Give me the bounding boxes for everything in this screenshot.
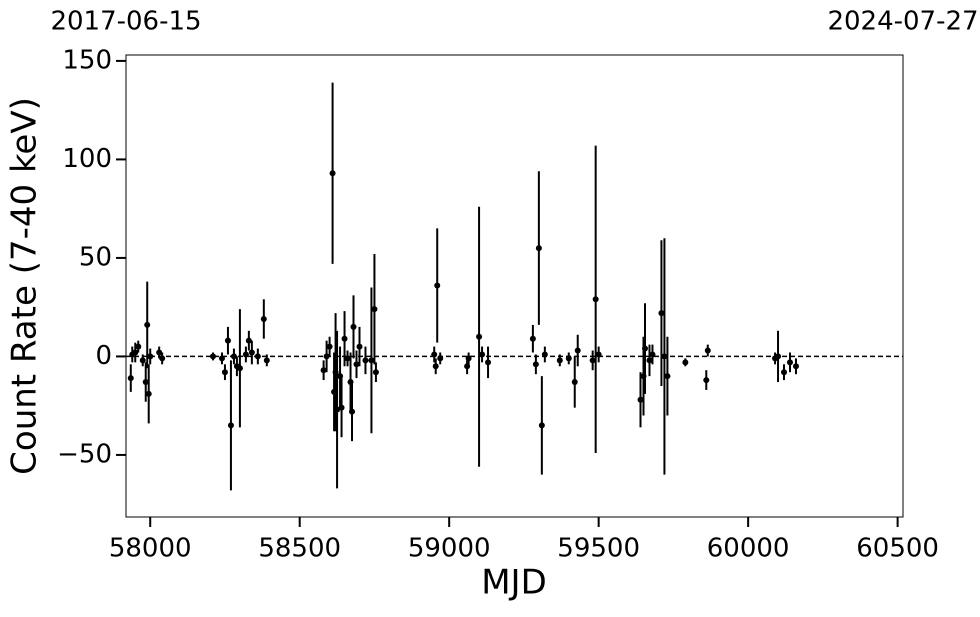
data-point bbox=[260, 316, 267, 322]
data-point bbox=[139, 357, 146, 364]
data-point bbox=[263, 357, 270, 364]
data-point bbox=[349, 408, 356, 415]
top-date-label: 2024-07-27 bbox=[827, 7, 978, 37]
data-point bbox=[661, 353, 668, 360]
data-point bbox=[556, 357, 563, 364]
x-tick-label: 60000 bbox=[707, 534, 790, 564]
x-tick-label: 58000 bbox=[109, 534, 192, 564]
data-point bbox=[242, 351, 249, 358]
data-point bbox=[127, 375, 134, 382]
data-point bbox=[368, 357, 375, 364]
data-point bbox=[574, 347, 581, 354]
x-tick-label: 60500 bbox=[856, 534, 939, 564]
data-point bbox=[337, 373, 344, 380]
data-point bbox=[703, 377, 710, 384]
data-point bbox=[434, 282, 441, 289]
data-point bbox=[362, 357, 369, 364]
data-point bbox=[338, 404, 345, 411]
data-point bbox=[592, 296, 599, 303]
data-point bbox=[775, 353, 782, 360]
top-date-label: 2017-06-15 bbox=[50, 7, 201, 37]
data-point bbox=[356, 343, 363, 350]
data-point bbox=[479, 351, 486, 358]
data-point bbox=[245, 337, 252, 344]
data-point bbox=[254, 353, 261, 360]
data-point bbox=[792, 363, 799, 370]
data-point bbox=[209, 353, 216, 360]
data-point bbox=[218, 355, 225, 362]
data-point bbox=[641, 345, 648, 352]
data-point bbox=[329, 170, 336, 177]
y-tick-label: −50 bbox=[57, 439, 112, 469]
data-point bbox=[323, 353, 330, 360]
data-point bbox=[135, 343, 142, 350]
data-point bbox=[682, 359, 689, 366]
data-point bbox=[658, 310, 665, 317]
data-point bbox=[538, 422, 545, 429]
data-point bbox=[334, 406, 341, 413]
y-tick-label: 0 bbox=[95, 341, 112, 371]
data-point bbox=[224, 337, 231, 344]
data-point bbox=[649, 351, 656, 358]
data-point bbox=[156, 349, 163, 356]
data-point bbox=[786, 359, 793, 366]
plot-frame bbox=[125, 54, 904, 518]
data-point bbox=[535, 245, 542, 252]
data-point bbox=[147, 353, 154, 360]
data-point bbox=[464, 363, 471, 370]
data-point bbox=[350, 323, 357, 330]
data-point bbox=[144, 321, 151, 328]
y-tick-label: 150 bbox=[62, 45, 112, 75]
data-point bbox=[353, 361, 360, 368]
y-axis-label: Count Rate (7-40 keV) bbox=[5, 97, 45, 475]
data-point bbox=[541, 351, 548, 358]
data-point bbox=[132, 349, 139, 356]
x-axis-label: MJD bbox=[481, 563, 547, 603]
y-tick-label: 50 bbox=[79, 242, 112, 272]
data-point bbox=[142, 379, 149, 386]
data-point bbox=[571, 379, 578, 386]
data-point bbox=[248, 349, 255, 356]
data-point bbox=[236, 365, 243, 372]
data-point bbox=[227, 422, 234, 429]
data-point bbox=[704, 347, 711, 354]
data-point bbox=[326, 343, 333, 350]
x-tick-label: 59500 bbox=[557, 534, 640, 564]
data-point bbox=[565, 355, 572, 362]
data-point bbox=[372, 369, 379, 376]
data-point bbox=[476, 333, 483, 340]
data-point bbox=[589, 357, 596, 364]
data-point bbox=[145, 390, 152, 397]
data-point bbox=[437, 355, 444, 362]
data-point bbox=[344, 355, 351, 362]
data-point bbox=[529, 335, 536, 342]
data-point bbox=[371, 306, 378, 313]
data-point bbox=[221, 369, 228, 376]
data-point bbox=[341, 335, 348, 342]
x-tick-label: 59000 bbox=[408, 534, 491, 564]
data-point bbox=[230, 353, 237, 360]
data-point bbox=[781, 369, 788, 376]
data-point bbox=[159, 355, 166, 362]
data-point bbox=[664, 373, 671, 380]
data-point bbox=[485, 359, 492, 366]
x-tick-label: 58500 bbox=[258, 534, 341, 564]
data-point bbox=[431, 351, 438, 358]
data-point bbox=[595, 351, 602, 358]
y-tick-label: 100 bbox=[62, 144, 112, 174]
data-point bbox=[320, 367, 327, 374]
data-point bbox=[637, 396, 644, 403]
data-point bbox=[432, 363, 439, 370]
data-point bbox=[532, 361, 539, 368]
data-point bbox=[646, 357, 653, 364]
data-point bbox=[465, 355, 472, 362]
